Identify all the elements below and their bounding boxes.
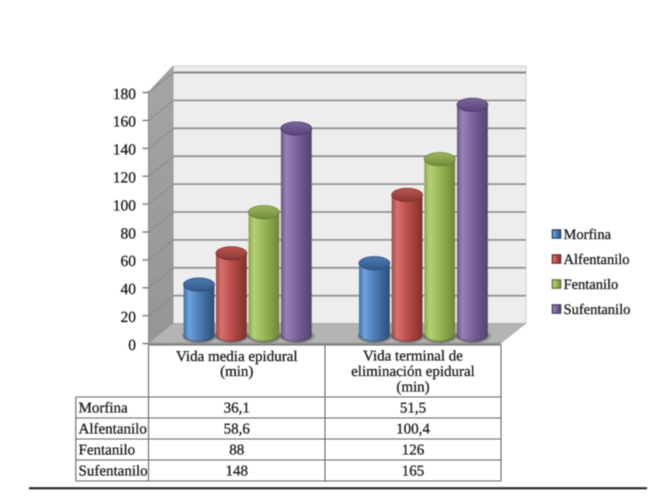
svg-text:Vida media epidural: Vida media epidural [176, 349, 298, 365]
svg-text:Vida terminal de: Vida terminal de [363, 349, 463, 365]
svg-text:20: 20 [121, 309, 137, 326]
svg-text:40: 40 [121, 281, 137, 298]
svg-text:(min): (min) [220, 364, 253, 380]
svg-text:148: 148 [226, 464, 249, 480]
svg-text:160: 160 [113, 114, 137, 131]
svg-text:126: 126 [402, 443, 425, 459]
svg-text:60: 60 [121, 253, 137, 270]
svg-text:120: 120 [113, 170, 137, 187]
svg-text:180: 180 [113, 86, 137, 103]
svg-text:Sufentanilo: Sufentanilo [564, 302, 631, 318]
svg-text:58,6: 58,6 [224, 422, 251, 438]
svg-text:36,1: 36,1 [224, 401, 250, 417]
svg-text:Fentanilo: Fentanilo [79, 443, 136, 459]
svg-text:0: 0 [128, 337, 136, 354]
svg-text:Fentanilo: Fentanilo [564, 277, 619, 293]
svg-text:eliminación epidural: eliminación epidural [351, 364, 475, 380]
svg-text:80: 80 [121, 225, 137, 242]
svg-text:(min): (min) [396, 379, 429, 395]
svg-text:Morfina: Morfina [79, 401, 128, 417]
svg-text:Alfentanilo: Alfentanilo [79, 422, 147, 438]
svg-text:Alfentanilo: Alfentanilo [564, 252, 630, 268]
svg-text:Sufentanilo: Sufentanilo [79, 464, 148, 480]
svg-text:100: 100 [113, 197, 137, 214]
svg-text:88: 88 [229, 443, 244, 459]
svg-text:140: 140 [113, 142, 137, 159]
svg-text:100,4: 100,4 [396, 422, 430, 438]
svg-text:165: 165 [402, 464, 425, 480]
svg-text:51,5: 51,5 [400, 401, 426, 417]
svg-text:Morfina: Morfina [564, 227, 612, 243]
